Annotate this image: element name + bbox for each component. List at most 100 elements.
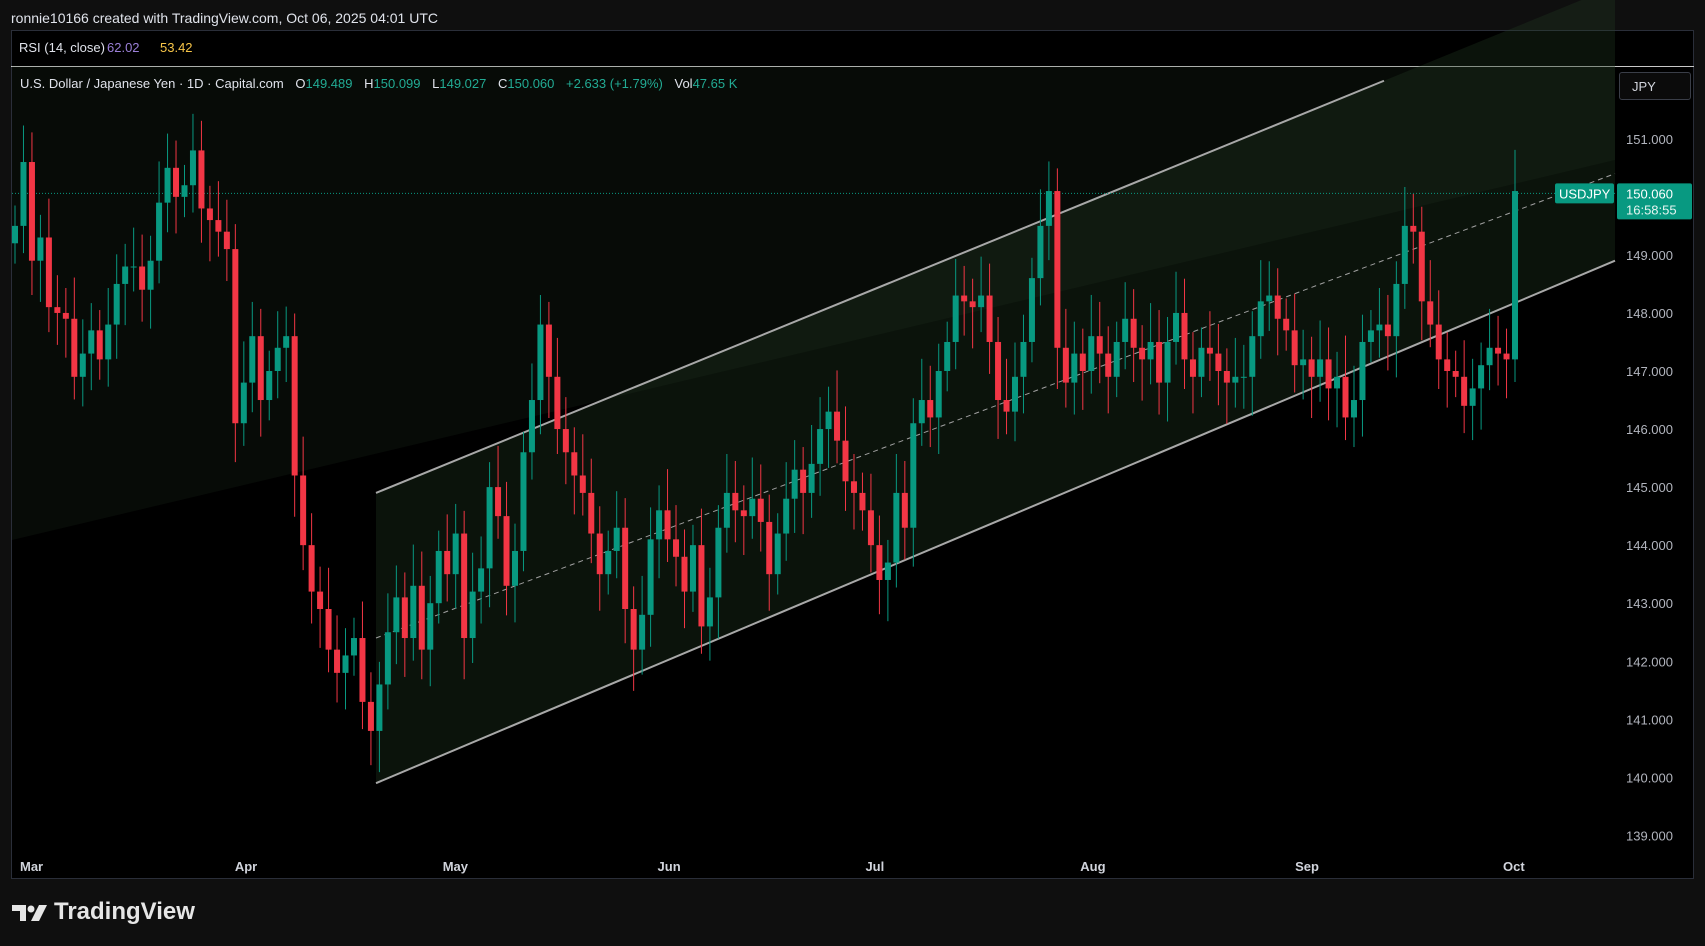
candle-body[interactable]: [1164, 341, 1171, 383]
candle-body[interactable]: [1096, 336, 1103, 354]
candle-body[interactable]: [723, 492, 730, 528]
candle-body[interactable]: [766, 521, 773, 575]
candle-body[interactable]: [342, 655, 349, 673]
candle-body[interactable]: [995, 341, 1002, 401]
candle-body[interactable]: [918, 400, 925, 424]
candle-body[interactable]: [164, 167, 171, 203]
candle-body[interactable]: [978, 295, 985, 308]
channel-upper-line[interactable]: [375, 79, 1385, 494]
candle-body[interactable]: [1503, 353, 1510, 360]
candle-body[interactable]: [1054, 191, 1061, 348]
candle-body[interactable]: [300, 475, 307, 546]
candle-body[interactable]: [384, 632, 391, 685]
candle-body[interactable]: [935, 371, 942, 418]
candle-body[interactable]: [1079, 353, 1086, 371]
candle-body[interactable]: [1105, 353, 1112, 377]
candle-body[interactable]: [156, 202, 163, 261]
candle-body[interactable]: [1469, 388, 1476, 406]
candle-body[interactable]: [79, 353, 86, 377]
candle-body[interactable]: [689, 545, 696, 592]
candle-body[interactable]: [122, 266, 129, 284]
candle-body[interactable]: [647, 539, 654, 615]
candle-body[interactable]: [1037, 225, 1044, 279]
candle-body[interactable]: [189, 150, 196, 186]
candle-body[interactable]: [495, 487, 502, 517]
candle-body[interactable]: [842, 440, 849, 482]
candle-body[interactable]: [1113, 341, 1120, 377]
candle-body[interactable]: [859, 492, 866, 511]
candle-body[interactable]: [1478, 365, 1485, 389]
candle-body[interactable]: [630, 609, 637, 650]
candle-body[interactable]: [986, 295, 993, 342]
candle-body[interactable]: [410, 585, 417, 639]
channel-mid-line[interactable]: [375, 173, 1616, 639]
candle-body[interactable]: [317, 591, 324, 610]
candle-body[interactable]: [257, 336, 264, 401]
candle-body[interactable]: [435, 550, 442, 604]
candle-body[interactable]: [774, 533, 781, 575]
candle-body[interactable]: [1461, 376, 1468, 406]
candle-body[interactable]: [791, 469, 798, 499]
candle-body[interactable]: [698, 545, 705, 627]
candle-body[interactable]: [639, 614, 646, 650]
candle-body[interactable]: [223, 231, 230, 250]
candle-body[interactable]: [139, 266, 146, 290]
candle-body[interactable]: [1376, 324, 1383, 331]
candle-body[interactable]: [1206, 347, 1213, 354]
channel-lower-line[interactable]: [375, 259, 1616, 785]
candle-body[interactable]: [1317, 359, 1324, 377]
candle-body[interactable]: [45, 237, 52, 308]
time-axis[interactable]: [12, 850, 1615, 878]
candle-body[interactable]: [12, 225, 18, 244]
candle-body[interactable]: [850, 481, 857, 493]
candle-body[interactable]: [325, 609, 332, 650]
currency-selector[interactable]: JPY: [1619, 72, 1691, 100]
candle-body[interactable]: [198, 150, 205, 209]
candle-body[interactable]: [113, 283, 120, 325]
candle-body[interactable]: [910, 423, 917, 528]
candle-body[interactable]: [376, 684, 383, 731]
candle-body[interactable]: [1435, 324, 1442, 360]
candle-body[interactable]: [927, 400, 934, 418]
candle-body[interactable]: [240, 382, 247, 424]
candle-body[interactable]: [1215, 353, 1222, 371]
candle-body[interactable]: [961, 295, 968, 302]
candle-body[interactable]: [825, 411, 832, 430]
candle-body[interactable]: [71, 318, 78, 377]
candle-body[interactable]: [173, 167, 180, 197]
candle-body[interactable]: [503, 516, 510, 586]
candle-body[interactable]: [1291, 330, 1298, 366]
candle-body[interactable]: [1122, 318, 1129, 342]
candle-body[interactable]: [20, 162, 27, 226]
candle-body[interactable]: [1325, 359, 1332, 389]
candle-body[interactable]: [249, 336, 256, 383]
candle-body[interactable]: [622, 527, 629, 610]
candle-body[interactable]: [893, 492, 900, 563]
candle-body[interactable]: [1342, 376, 1349, 418]
candle-body[interactable]: [350, 638, 357, 656]
candle-body[interactable]: [1452, 371, 1459, 377]
candle-body[interactable]: [605, 550, 612, 575]
candle-body[interactable]: [232, 249, 239, 424]
candle-body[interactable]: [800, 469, 807, 493]
candle-body[interactable]: [1189, 359, 1196, 377]
candle-body[interactable]: [266, 371, 273, 401]
candle-body[interactable]: [215, 220, 222, 232]
candle-body[interactable]: [1300, 359, 1307, 366]
candle-body[interactable]: [562, 429, 569, 453]
candle-body[interactable]: [1257, 301, 1264, 337]
candle-body[interactable]: [537, 324, 544, 401]
candle-body[interactable]: [664, 510, 671, 540]
candle-body[interactable]: [715, 527, 722, 598]
candle-body[interactable]: [1147, 341, 1154, 360]
candle-body[interactable]: [401, 597, 408, 639]
candle-body[interactable]: [1232, 376, 1239, 383]
candle-body[interactable]: [1334, 376, 1341, 389]
candle-body[interactable]: [732, 492, 739, 511]
candle-body[interactable]: [1367, 330, 1374, 342]
candle-body[interactable]: [588, 492, 595, 534]
candle-body[interactable]: [1240, 376, 1247, 378]
candle-body[interactable]: [757, 498, 764, 522]
candle-body[interactable]: [54, 307, 61, 313]
